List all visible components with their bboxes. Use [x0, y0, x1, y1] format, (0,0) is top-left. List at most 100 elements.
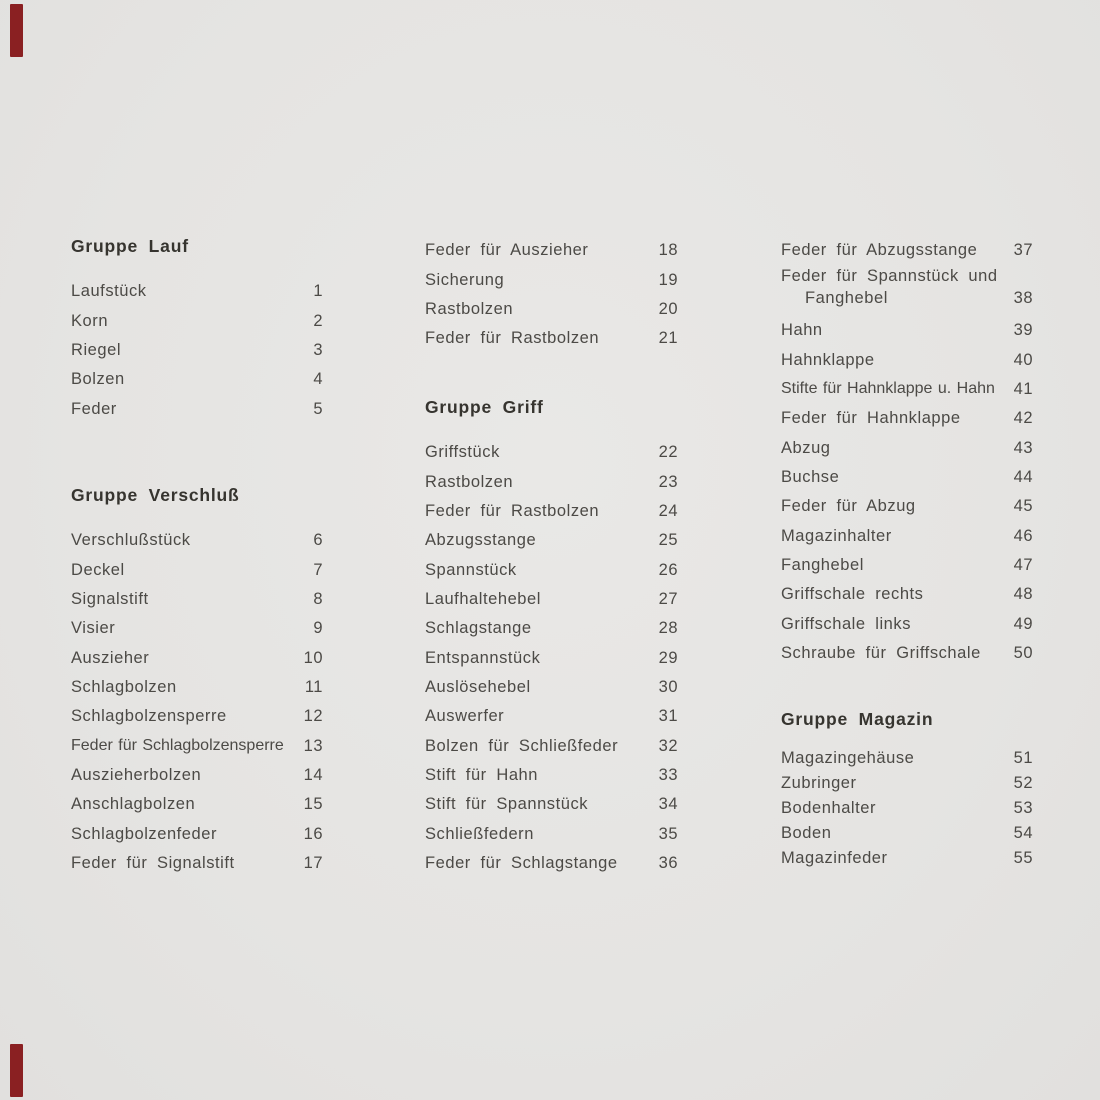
part-number: 32: [658, 736, 678, 755]
part-name: Spannstück: [425, 560, 517, 579]
part-number: 22: [658, 443, 678, 462]
part-number: 37: [1013, 241, 1033, 260]
part-name: Deckel: [71, 560, 125, 579]
part-number: 29: [658, 648, 678, 667]
parts-list-row: Signalstift 8: [71, 585, 323, 614]
part-name: Signalstift: [71, 589, 149, 608]
part-number: 55: [1013, 849, 1033, 868]
part-name: Abzug: [781, 438, 831, 457]
part-name: Auslösehebel: [425, 677, 531, 696]
parts-list-row: Deckel 7: [71, 555, 323, 584]
part-name: Stift für Hahn: [425, 765, 538, 784]
part-number: 27: [658, 589, 678, 608]
part-name: Feder für Abzug: [781, 497, 916, 516]
part-name: Magazinfeder: [781, 849, 888, 868]
part-number: 13: [303, 736, 323, 755]
part-number: 1: [313, 282, 323, 301]
part-number: 36: [658, 853, 678, 872]
parts-list-row: Stift für Spannstück 34: [425, 790, 678, 819]
part-number: 48: [1013, 585, 1033, 604]
parts-list: Griffstück 22 Rastbolzen 23 Feder für Rastbo…: [425, 438, 678, 878]
part-name: Schlagbolzenfeder: [71, 824, 218, 843]
parts-list-row: Auswerfer 31: [425, 702, 678, 731]
parts-list: Feder für Abzugsstange 37 Feder für Spanns…: [781, 236, 1033, 668]
parts-list-row: Schließfedern 35: [425, 819, 678, 848]
part-number: 18: [658, 241, 678, 260]
parts-list-row: Rastbolzen 23: [425, 467, 678, 496]
part-name: Stift für Spannstück: [425, 795, 589, 814]
part-number: 20: [658, 299, 678, 318]
part-name: Feder für Rastbolzen: [425, 501, 600, 520]
parts-list-row: Auszieher 10: [71, 643, 323, 672]
part-name: Magazingehäuse: [781, 749, 915, 768]
part-name: Feder: [71, 399, 117, 418]
parts-list-row: Hahn 39: [781, 316, 1033, 345]
red-edge-marker-bottom: [10, 1044, 23, 1097]
part-number: 19: [658, 270, 678, 289]
part-number: 16: [303, 824, 323, 843]
part-number: 45: [1013, 497, 1033, 516]
parts-list-row: Korn 2: [71, 306, 323, 335]
part-name: Zubringer: [781, 774, 857, 793]
parts-list-row: Schlagbolzensperre 12: [71, 702, 323, 731]
part-name: Bolzen für Schließfeder: [425, 736, 619, 755]
part-number: 15: [303, 795, 323, 814]
parts-list-row: Magazinfeder 55: [781, 846, 1033, 871]
part-name: Sicherung: [425, 270, 505, 289]
part-number: 26: [658, 560, 678, 579]
part-name: Schlagbolzensperre: [71, 707, 227, 726]
part-number: 2: [313, 311, 323, 330]
part-name: Stifte für Hahnklappe u. Hahn: [781, 380, 995, 398]
parts-list-row: Buchse 44: [781, 463, 1033, 492]
parts-list-row: Griffschale rechts 48: [781, 580, 1033, 609]
part-name: Magazinhalter: [781, 526, 892, 545]
part-number: 33: [658, 765, 678, 784]
part-name: Laufstück: [71, 282, 147, 301]
part-number: 12: [303, 707, 323, 726]
part-number: 9: [313, 619, 323, 638]
part-number: 54: [1013, 824, 1033, 843]
part-name: Schließfedern: [425, 824, 534, 843]
part-number: 23: [658, 472, 678, 491]
part-name: Auswerfer: [425, 707, 505, 726]
part-name: Bodenhalter: [781, 799, 877, 818]
parts-list-row: Feder für Rastbolzen 24: [425, 497, 678, 526]
part-number: 10: [303, 648, 323, 667]
parts-list-row: Entspannstück 29: [425, 643, 678, 672]
parts-list-row: Feder für Auszieher 18: [425, 236, 678, 265]
parts-list-row: Auslösehebel 30: [425, 673, 678, 702]
part-name: Feder für Abzugsstange: [781, 241, 978, 260]
parts-list-row: Verschlußstück 6: [71, 526, 323, 555]
parts-list-row: Bolzen 4: [71, 365, 323, 394]
part-name: Auszieherbolzen: [71, 765, 202, 784]
part-number: 21: [658, 329, 678, 348]
part-name: Griffstück: [425, 443, 500, 462]
parts-list-row: Schlagbolzenfeder 16: [71, 819, 323, 848]
parts-list-row: Schlagstange 28: [425, 614, 678, 643]
part-number: 25: [658, 531, 678, 550]
part-name: Fanghebel: [781, 555, 864, 574]
parts-column-1: Gruppe Lauf Laufstück 1 Korn 2 Riegel 3 Bolzen 4…: [71, 0, 323, 1100]
part-number: 17: [303, 853, 323, 872]
parts-list-row: Abzug 43: [781, 433, 1033, 462]
part-name: Griffschale rechts: [781, 585, 924, 604]
parts-list-row: Laufhaltehebel 27: [425, 585, 678, 614]
parts-list-row: Griffstück 22: [425, 438, 678, 467]
part-number: 42: [1013, 409, 1033, 428]
parts-list-row: Feder für Rastbolzen 21: [425, 324, 678, 353]
parts-list-row: Feder für Spannstück und Fanghebel 38: [781, 265, 1033, 316]
part-number: 30: [658, 677, 678, 696]
part-name: Schlagbolzen: [71, 677, 177, 696]
group-heading: Gruppe Magazin: [781, 709, 934, 729]
parts-list-row: Feder 5: [71, 394, 323, 423]
part-name: Feder für Schlagstange: [425, 853, 618, 872]
part-number: 38: [1013, 288, 1033, 307]
part-name: Auszieher: [71, 648, 150, 667]
part-name: Abzugsstange: [425, 531, 537, 550]
part-name: Schlagstange: [425, 619, 532, 638]
part-number: 52: [1013, 774, 1033, 793]
group-heading: Gruppe Lauf: [71, 236, 189, 256]
parts-list-row: Feder für Signalstift 17: [71, 849, 323, 878]
part-name: Feder für Auszieher: [425, 241, 589, 260]
parts-list-row: Auszieherbolzen 14: [71, 761, 323, 790]
